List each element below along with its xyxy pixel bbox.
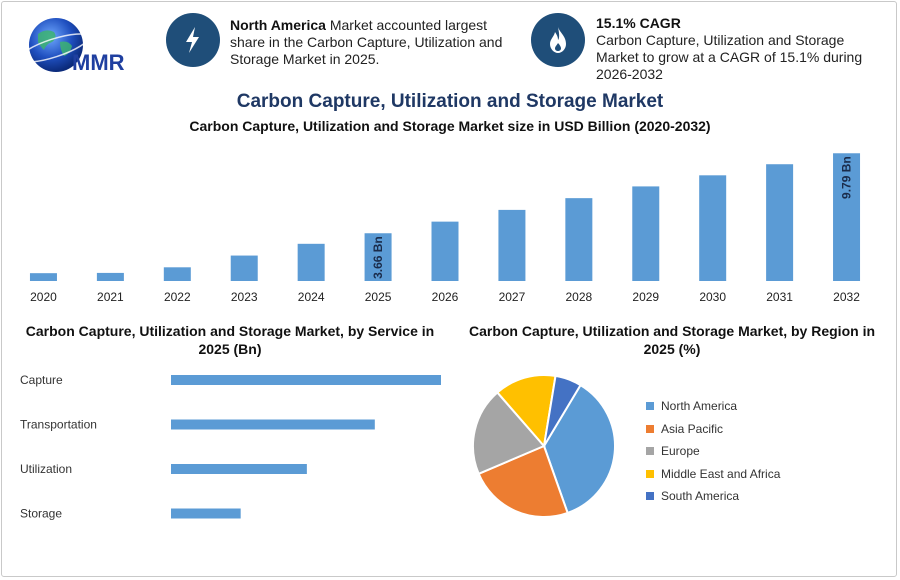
bar-2028 (565, 198, 593, 281)
legend-swatch (646, 402, 654, 411)
bar-2022 (163, 267, 191, 281)
service-chart-title: Carbon Capture, Utilization and Storage … (25, 323, 435, 357)
logo-text: MMR (72, 50, 125, 75)
x-tick-label: 2028 (565, 290, 592, 304)
region-pie-chart (472, 374, 616, 518)
callout-1-bold: North America (230, 17, 326, 33)
legend-label: Middle East and Africa (661, 466, 781, 481)
bar-2030 (699, 175, 727, 281)
legend-item: Asia Pacific (646, 418, 780, 441)
x-tick-label: 2029 (632, 290, 659, 304)
service-label: Storage (20, 507, 62, 521)
legend-label: Asia Pacific (661, 421, 724, 436)
bar-2020 (29, 273, 57, 281)
service-label: Utilization (20, 462, 72, 476)
x-tick-label: 2025 (365, 290, 392, 304)
region-legend: North America Asia Pacific Europe Middle Ea… (646, 395, 780, 508)
mmr-logo: MMR (14, 12, 144, 82)
callout-2-bold: 15.1% CAGR (596, 15, 681, 31)
service-bar-transportation (171, 419, 375, 430)
service-bar-utilization (171, 464, 307, 474)
legend-item: North America (646, 395, 780, 418)
x-tick-label: 2032 (833, 290, 860, 304)
x-tick-label: 2024 (298, 290, 325, 304)
service-bar-storage (171, 508, 241, 519)
x-tick-label: 2020 (30, 290, 57, 304)
callout-cagr: 15.1% CAGR Carbon Capture, Utilization a… (596, 15, 876, 83)
service-label: Transportation (20, 418, 97, 432)
bar-2023 (230, 255, 258, 281)
main-chart-title: Carbon Capture, Utilization and Storage … (189, 118, 711, 134)
market-size-bar-chart: 2020 2021 2022 2023 2024 2025 3.66 Bn 2026 2027 2… (29, 153, 861, 304)
callout-1-text: Market accounted largest share in the Ca… (230, 17, 503, 67)
bar-2024 (297, 243, 325, 281)
legend-label: Europe (661, 444, 700, 459)
lightning-icon (166, 13, 220, 67)
legend-item: South America (646, 485, 780, 508)
flame-icon (531, 13, 585, 67)
legend-swatch (646, 469, 654, 478)
bar-2032 (833, 153, 861, 281)
bar-2029 (632, 186, 660, 281)
bar-2026 (431, 221, 459, 281)
bar-2021 (96, 272, 124, 281)
x-tick-label: 2030 (699, 290, 726, 304)
x-tick-label: 2021 (97, 290, 124, 304)
x-tick-label: 2027 (499, 290, 526, 304)
legend-swatch (646, 424, 654, 433)
x-tick-label: 2022 (164, 290, 191, 304)
legend-label: North America (661, 399, 738, 414)
callout-north-america: North America Market accounted largest s… (230, 17, 515, 68)
region-chart-title: Carbon Capture, Utilization and Storage … (468, 323, 876, 357)
callout-2-text: Carbon Capture, Utilization and Storage … (596, 32, 863, 82)
legend-item: Middle East and Africa (646, 463, 780, 486)
service-bar-chart: Capture Transportation Utilization Storage (20, 373, 441, 521)
x-tick-label: 2031 (766, 290, 793, 304)
bar-data-label: 9.79 Bn (840, 156, 854, 199)
pie-slice-middle-east-and-africa (495, 374, 557, 449)
pie-slice-europe (472, 391, 546, 476)
bar-2031 (766, 164, 794, 281)
bar-data-label: 3.66 Bn (371, 236, 385, 279)
pie-slice-south-america (543, 374, 582, 447)
page-title: Carbon Capture, Utilization and Storage … (236, 91, 664, 112)
service-bar-capture (171, 375, 441, 385)
legend-label: South America (661, 489, 740, 504)
legend-swatch (646, 492, 654, 501)
service-label: Capture (20, 373, 63, 387)
legend-swatch (646, 447, 654, 456)
bar-2025 (364, 233, 392, 281)
pie-slice-asia-pacific (477, 444, 569, 518)
bar-2027 (498, 209, 526, 281)
legend-item: Europe (646, 440, 780, 463)
x-tick-label: 2026 (432, 290, 459, 304)
x-tick-label: 2023 (231, 290, 258, 304)
